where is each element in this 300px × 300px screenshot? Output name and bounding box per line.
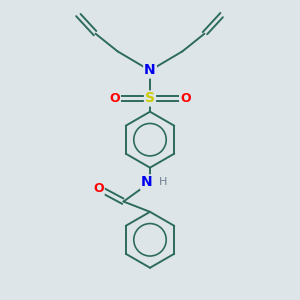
Text: O: O bbox=[110, 92, 120, 105]
Text: N: N bbox=[144, 64, 156, 77]
Text: H: H bbox=[159, 177, 167, 188]
Text: S: S bbox=[145, 92, 155, 106]
Text: O: O bbox=[180, 92, 190, 105]
Text: N: N bbox=[141, 176, 153, 189]
Text: O: O bbox=[93, 182, 104, 195]
